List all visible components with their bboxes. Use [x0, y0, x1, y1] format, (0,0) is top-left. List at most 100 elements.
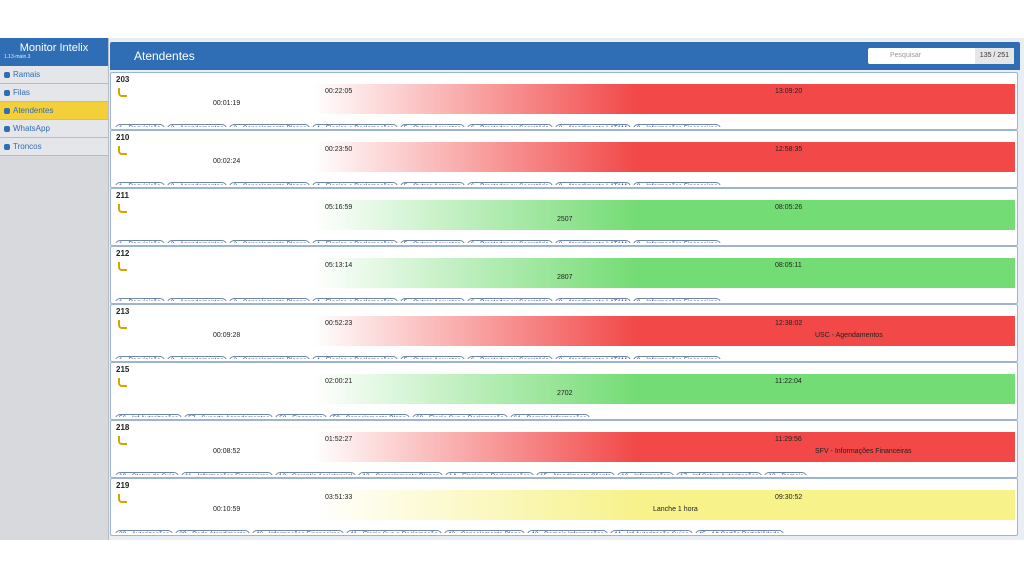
queue-tag[interactable]: 5 - Outros Assuntos [399, 356, 465, 359]
queue-tag[interactable]: 8 - Atendimento LATAM [554, 182, 631, 185]
app-title: Monitor Intelix [19, 42, 89, 54]
main: Atendentes Pesquisar 135 / 251 203 00:01:… [110, 42, 1020, 540]
queue-tag[interactable]: 5 - Outros Assuntos [399, 298, 465, 301]
agent-id: 210 [116, 133, 130, 142]
queue-tag[interactable]: 60 - Elogio Sug e Reclamação [411, 414, 508, 417]
queue-tag[interactable]: 9 - Informações Financeiras [632, 298, 722, 301]
queue-tag[interactable]: 18 - Demais [764, 472, 808, 475]
login-time: 13:09:20 [775, 88, 803, 95]
agent-row: 212 05:13:14 08:05:11 2807 1 - Requisição2 -… [110, 246, 1018, 304]
nav-item[interactable]: WhatsApp [0, 120, 108, 138]
search-box[interactable]: Pesquisar 135 / 251 [868, 48, 1014, 64]
agent-row: 211 05:16:59 08:05:26 2507 1 - Requisição2 -… [110, 188, 1018, 246]
queue-tag[interactable]: 14 - Elogios e Reclamações [445, 472, 534, 475]
queue-tag[interactable]: 3 - Cancelamento Planos [229, 182, 311, 185]
queue-tag[interactable]: 4 - Elogios e Reclamações [312, 356, 398, 359]
queue-tag[interactable]: 9 - Informações Financeiras [632, 240, 722, 243]
queue-tags: 1 - Requisição2 - Agendamentos3 - Cancel… [115, 175, 1015, 185]
queue-tag[interactable]: 3 - Cancelamento Planos [229, 356, 311, 359]
queue-tag[interactable]: 2 - Agendamentos [166, 124, 228, 127]
queue-tag[interactable]: 59 - Cancelamento Plano [328, 414, 410, 417]
queue-tag[interactable]: 10 - Status de Guia [115, 472, 180, 475]
queue-tag[interactable]: 13 - Cancelamento Planos [358, 472, 444, 475]
agent-row: 203 00:01:19 00:22:05 13:09:20 1 - Requisiçã… [110, 72, 1018, 130]
login-time: 12:38:02 [775, 320, 803, 327]
nav-icon [4, 89, 10, 96]
queue-tag[interactable]: 6 - Prestador ou Secretária [466, 240, 553, 243]
queue-tag[interactable]: 3 - Cancelamento Planos [229, 124, 311, 127]
queue-tag[interactable]: 41 - Elogio Sug e Reclamação [345, 530, 442, 533]
queue-tag[interactable]: 8 - Atendimento LATAM [554, 124, 631, 127]
agent-id: 213 [116, 307, 130, 316]
wait-time: 00:09:28 [213, 332, 241, 339]
toolbar: Atendentes Pesquisar 135 / 251 [110, 42, 1020, 70]
queue-tag[interactable]: 1 - Requisição [115, 298, 165, 301]
queue-tag[interactable]: 4 - Elogios e Reclamações [312, 240, 398, 243]
queue-tag[interactable]: 45 - Alt Cartão Portabilidade [694, 530, 784, 533]
queue-tag[interactable]: 56 - Inf Autorizações [115, 414, 183, 417]
nav-item[interactable]: Filas [0, 84, 108, 102]
queue-tag[interactable]: 4 - Elogios e Reclamações [312, 124, 398, 127]
queue-tag[interactable]: 4 - Elogios e Reclamações [312, 182, 398, 185]
status-bar: 00:01:19 00:22:05 13:09:20 [115, 84, 1015, 114]
pause-reason: Lanche 1 hora [653, 506, 698, 513]
phone-icon [118, 378, 127, 387]
page-title: Atendentes [134, 49, 195, 63]
queue-tag[interactable]: 17 - Inf Sobre Autorizações [675, 472, 763, 475]
queue-tag[interactable]: 5 - Outros Assuntos [399, 124, 465, 127]
queue-tag[interactable]: 40 - Informações Financeiras [251, 530, 344, 533]
queue-tag[interactable]: 6 - Prestador ou Secretária [466, 124, 553, 127]
agent-row: 218 00:08:52 01:52:27 11:29:56 SFV - Informa… [110, 420, 1018, 478]
queue-tag[interactable]: 4 - Elogios e Reclamações [312, 298, 398, 301]
queue-tag[interactable]: 16 - Informações [617, 472, 674, 475]
nav: Ramais Filas Atendentes WhatsApp Troncos [0, 66, 108, 156]
queue-tag[interactable]: 11 - Informações Financeiras [181, 472, 273, 475]
queue-tag[interactable]: 1 - Requisição [115, 240, 165, 243]
counter: 135 / 251 [974, 48, 1014, 64]
nav-icon [4, 143, 10, 150]
queue-tag[interactable]: 43 - Demais Informações [527, 530, 608, 533]
agent-row: 219 00:10:59 03:51:33 09:30:52 Lanche 1 hora… [110, 478, 1018, 536]
queue-tags: 1 - Requisição2 - Agendamentos3 - Cancel… [115, 291, 1015, 301]
queue-tag[interactable]: 1 - Requisição [115, 182, 165, 185]
queue-tag[interactable]: 5 - Outros Assuntos [399, 182, 465, 185]
queue-tag[interactable]: 2 - Agendamentos [166, 240, 228, 243]
queue-tag[interactable]: 8 - Atendimento LATAM [554, 298, 631, 301]
search-placeholder: Pesquisar [890, 52, 922, 59]
queue-tag[interactable]: 15 - Atendimento Cliente [535, 472, 616, 475]
queue-tag[interactable]: 5 - Outros Assuntos [399, 240, 465, 243]
queue-tag[interactable]: 3 - Cancelamento Planos [229, 240, 311, 243]
nav-item[interactable]: Atendentes [0, 102, 108, 120]
call-time: 05:13:14 [325, 262, 353, 269]
status-bar: 05:16:59 08:05:26 2507 [115, 200, 1015, 230]
queue-tag[interactable]: 61 - Demais Informações [509, 414, 591, 417]
phone-icon [118, 262, 127, 271]
agent-id: 211 [116, 191, 129, 200]
queue-tag[interactable]: 1 - Requisição [115, 356, 165, 359]
queue-tag[interactable]: 58 - Financeiro [275, 414, 327, 417]
queue-tag[interactable]: 8 - Atendimento LATAM [554, 240, 631, 243]
queue-tag[interactable]: 2 - Agendamentos [166, 356, 228, 359]
queue-tag[interactable]: 2 - Agendamentos [166, 182, 228, 185]
queue-tag[interactable]: 44 - Inf Autorização Guias [609, 530, 693, 533]
queue-tag[interactable]: 1 - Requisição [115, 124, 165, 127]
queue-tag[interactable]: 6 - Prestador ou Secretária [466, 298, 553, 301]
queue-tag[interactable]: 6 - Prestador ou Secretária [466, 356, 553, 359]
wait-time: 00:08:52 [213, 448, 241, 455]
queue-tag[interactable]: 9 - Informações Financeiras [632, 124, 722, 127]
queue-tags: 1 - Requisição2 - Agendamentos3 - Cancel… [115, 117, 1015, 127]
queue-tag[interactable]: 8 - Atendimento LATAM [554, 356, 631, 359]
queue-tag[interactable]: 6 - Prestador ou Secretária [466, 182, 553, 185]
queue-tag[interactable]: 12 - Garantia Assistencial [274, 472, 357, 475]
queue-tag[interactable]: 2 - Agendamentos [166, 298, 228, 301]
nav-item[interactable]: Ramais [0, 66, 108, 84]
queue-tag[interactable]: 3 - Cancelamento Planos [229, 298, 311, 301]
queue-tag[interactable]: 42 - Cancelamento Plano [443, 530, 526, 533]
login-time: 11:29:56 [775, 436, 802, 443]
queue-tag[interactable]: 38 - Autorizações [115, 530, 174, 533]
queue-tag[interactable]: 9 - Informações Financeiras [632, 356, 722, 359]
nav-item[interactable]: Troncos [0, 138, 108, 156]
queue-tag[interactable]: 57 - Suporte Agendamentos [184, 414, 274, 417]
queue-tag[interactable]: 39 - Rede Atendimento [175, 530, 250, 533]
queue-tag[interactable]: 9 - Informações Financeiras [632, 182, 722, 185]
